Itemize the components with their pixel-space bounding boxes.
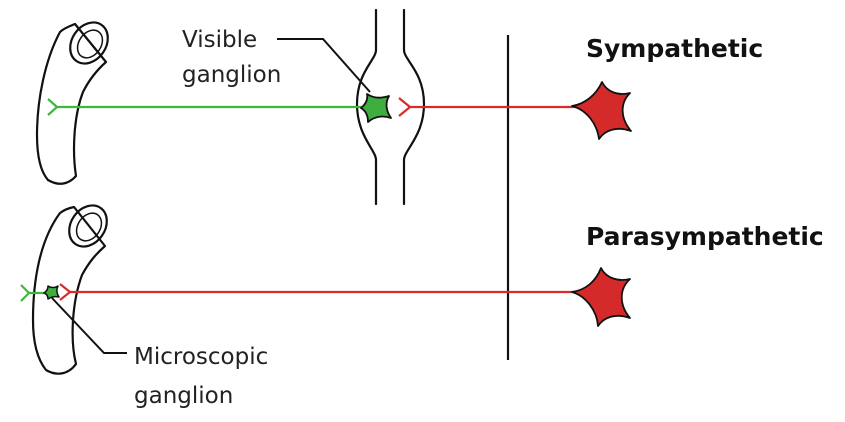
organ-tube-bottom-opening [68, 204, 108, 248]
organ-tube-bottom-body [31, 205, 107, 375]
chain-right-outline [402, 8, 426, 206]
sympathetic-red-terminal [398, 97, 412, 117]
parasympathetic-red-terminal [59, 283, 72, 301]
organ-tube-top-opening [69, 21, 109, 65]
parasympathetic-label: Parasympathetic [586, 222, 824, 251]
sympathetic-neuron [571, 81, 632, 140]
sympathetic-pathway [47, 81, 632, 140]
microscopic-ganglion-label-line2: ganglion [134, 383, 233, 409]
sympathetic-green-terminal [47, 98, 59, 116]
sympathetic-chain [355, 8, 426, 206]
parasympathetic-green-terminal [20, 284, 31, 302]
visible-ganglion-leader [277, 38, 371, 93]
sympathetic-label: Sympathetic [586, 34, 763, 63]
microscopic-ganglion-cell [43, 285, 60, 300]
organ-tube-bottom [31, 204, 108, 375]
organ-tube-bottom-inner [75, 212, 103, 242]
chain-left-outline [355, 8, 378, 206]
microscopic-ganglion-leader [51, 297, 127, 354]
organ-tube-top [35, 21, 109, 185]
organ-tube-top-body [35, 22, 108, 185]
microscopic-ganglion-label-line1: Microscopic [134, 344, 268, 370]
parasympathetic-neuron [571, 267, 631, 327]
organ-tube-top-inner [76, 29, 104, 59]
visible-ganglion-label-line2: ganglion [182, 62, 281, 88]
visible-ganglion-cell [360, 93, 392, 123]
visible-ganglion-label-line1: Visible [182, 27, 257, 53]
parasympathetic-pathway [20, 267, 631, 327]
